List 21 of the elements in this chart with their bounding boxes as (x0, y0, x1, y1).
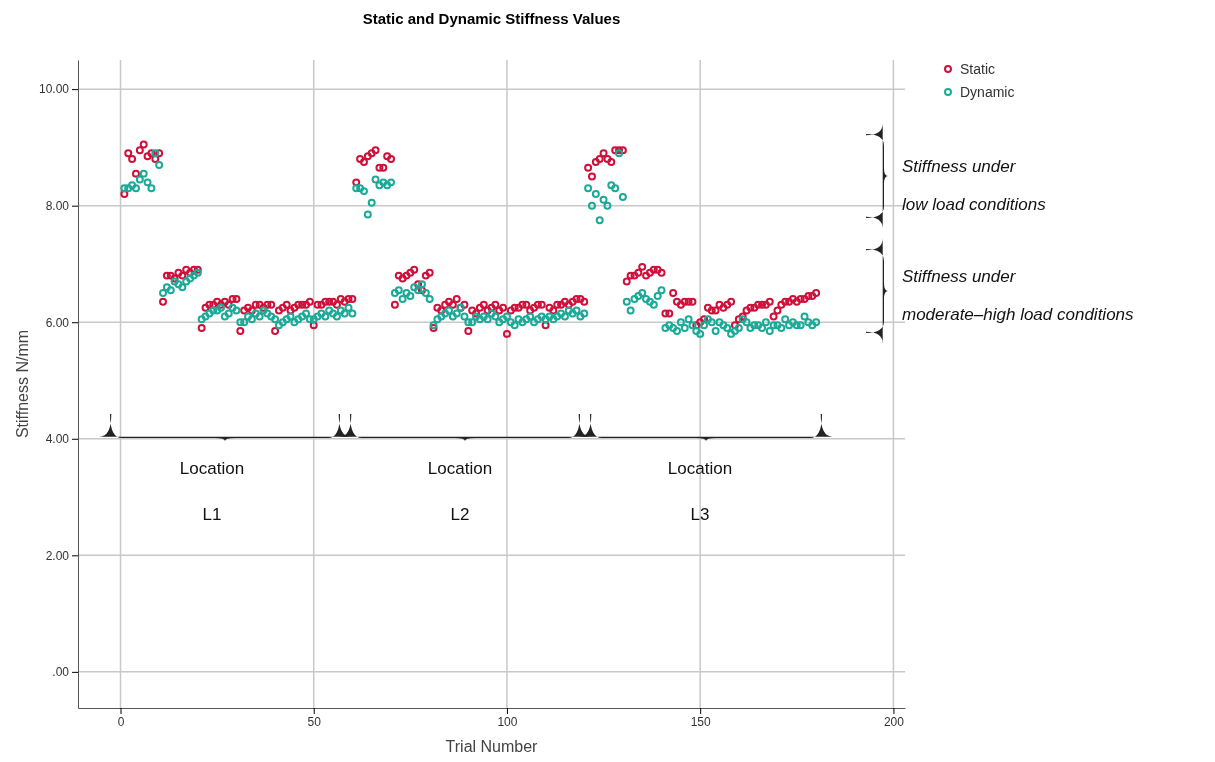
y-tick-label: 10.00 (38, 82, 70, 97)
chart-title: Static and Dynamic Stiffness Values (362, 10, 621, 27)
x-tick-label: 200 (883, 714, 905, 729)
y-tick-label: 4.00 (45, 432, 70, 447)
y-tick-label: 6.00 (45, 315, 70, 330)
text: Location L2 (427, 459, 493, 524)
x-tick-label: 0 (117, 714, 125, 729)
legend-label: Static (960, 61, 996, 77)
y-tick-label: 2.00 (45, 548, 70, 563)
x-axis-title: Trial Number (445, 738, 539, 755)
x-tick-label: 100 (497, 714, 518, 729)
text: Location L1 (179, 459, 245, 524)
annotation: Stiffness under low load conditions (902, 157, 1047, 214)
x-tick-label: 150 (690, 714, 712, 729)
legend-label: Dynamic (960, 84, 1015, 100)
y-tick-label: 8.00 (45, 199, 70, 214)
annotation: Stiffness under moderate–high load conditions (902, 267, 1135, 324)
text: Location L3 (667, 459, 733, 524)
y-axis-title: Stiffness N/mm (14, 329, 31, 439)
y-tick-label: .00 (52, 665, 70, 680)
x-tick-label: 50 (307, 714, 322, 729)
